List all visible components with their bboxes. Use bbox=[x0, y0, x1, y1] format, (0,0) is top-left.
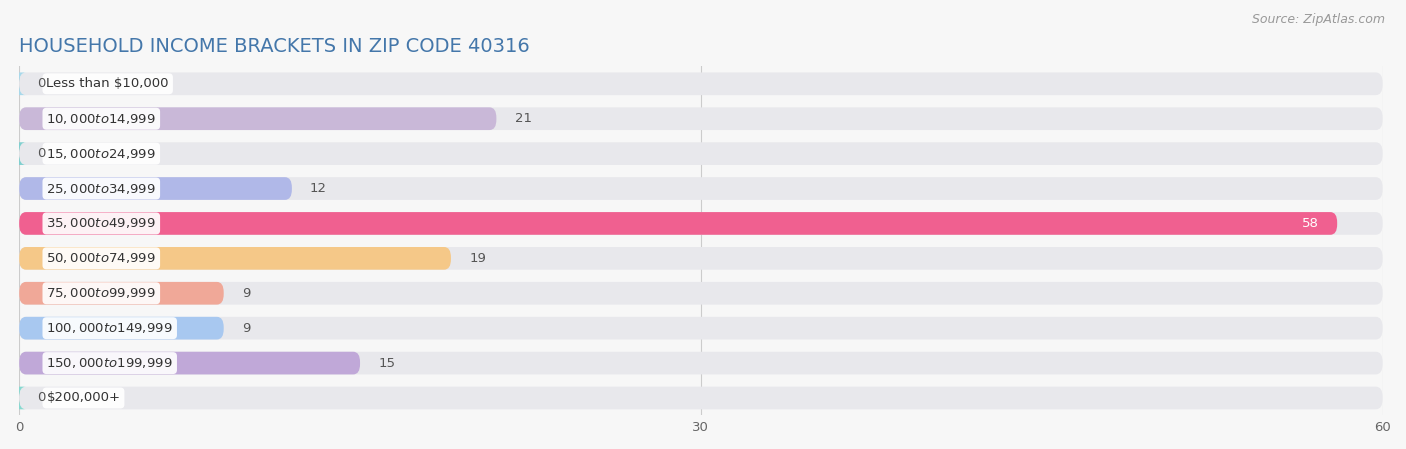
FancyBboxPatch shape bbox=[13, 142, 25, 165]
Text: $50,000 to $74,999: $50,000 to $74,999 bbox=[46, 251, 156, 265]
FancyBboxPatch shape bbox=[20, 317, 1382, 339]
FancyBboxPatch shape bbox=[20, 247, 1382, 270]
FancyBboxPatch shape bbox=[20, 282, 224, 304]
Text: 15: 15 bbox=[378, 357, 395, 370]
FancyBboxPatch shape bbox=[13, 387, 25, 409]
FancyBboxPatch shape bbox=[20, 282, 1382, 304]
Text: $200,000+: $200,000+ bbox=[46, 392, 121, 405]
FancyBboxPatch shape bbox=[13, 72, 25, 95]
Text: $150,000 to $199,999: $150,000 to $199,999 bbox=[46, 356, 173, 370]
Text: HOUSEHOLD INCOME BRACKETS IN ZIP CODE 40316: HOUSEHOLD INCOME BRACKETS IN ZIP CODE 40… bbox=[20, 37, 530, 57]
FancyBboxPatch shape bbox=[20, 352, 360, 374]
Text: 19: 19 bbox=[470, 252, 486, 265]
Text: Less than $10,000: Less than $10,000 bbox=[46, 77, 169, 90]
Text: 0: 0 bbox=[38, 77, 46, 90]
FancyBboxPatch shape bbox=[20, 212, 1382, 235]
FancyBboxPatch shape bbox=[20, 107, 1382, 130]
Text: 12: 12 bbox=[311, 182, 328, 195]
Text: $10,000 to $14,999: $10,000 to $14,999 bbox=[46, 112, 156, 126]
FancyBboxPatch shape bbox=[20, 212, 1337, 235]
Text: $100,000 to $149,999: $100,000 to $149,999 bbox=[46, 321, 173, 335]
Text: $75,000 to $99,999: $75,000 to $99,999 bbox=[46, 286, 156, 300]
FancyBboxPatch shape bbox=[20, 177, 1382, 200]
Text: 21: 21 bbox=[515, 112, 531, 125]
FancyBboxPatch shape bbox=[20, 352, 1382, 374]
Text: 0: 0 bbox=[38, 392, 46, 405]
Text: $35,000 to $49,999: $35,000 to $49,999 bbox=[46, 216, 156, 230]
FancyBboxPatch shape bbox=[20, 387, 1382, 409]
FancyBboxPatch shape bbox=[20, 107, 496, 130]
Text: 9: 9 bbox=[242, 287, 250, 300]
Text: 9: 9 bbox=[242, 321, 250, 335]
FancyBboxPatch shape bbox=[20, 142, 1382, 165]
FancyBboxPatch shape bbox=[20, 177, 292, 200]
Text: $25,000 to $34,999: $25,000 to $34,999 bbox=[46, 181, 156, 195]
Text: $15,000 to $24,999: $15,000 to $24,999 bbox=[46, 147, 156, 161]
FancyBboxPatch shape bbox=[20, 247, 451, 270]
FancyBboxPatch shape bbox=[20, 317, 224, 339]
Text: 58: 58 bbox=[1302, 217, 1319, 230]
FancyBboxPatch shape bbox=[20, 72, 1382, 95]
Text: 0: 0 bbox=[38, 147, 46, 160]
Text: Source: ZipAtlas.com: Source: ZipAtlas.com bbox=[1251, 13, 1385, 26]
